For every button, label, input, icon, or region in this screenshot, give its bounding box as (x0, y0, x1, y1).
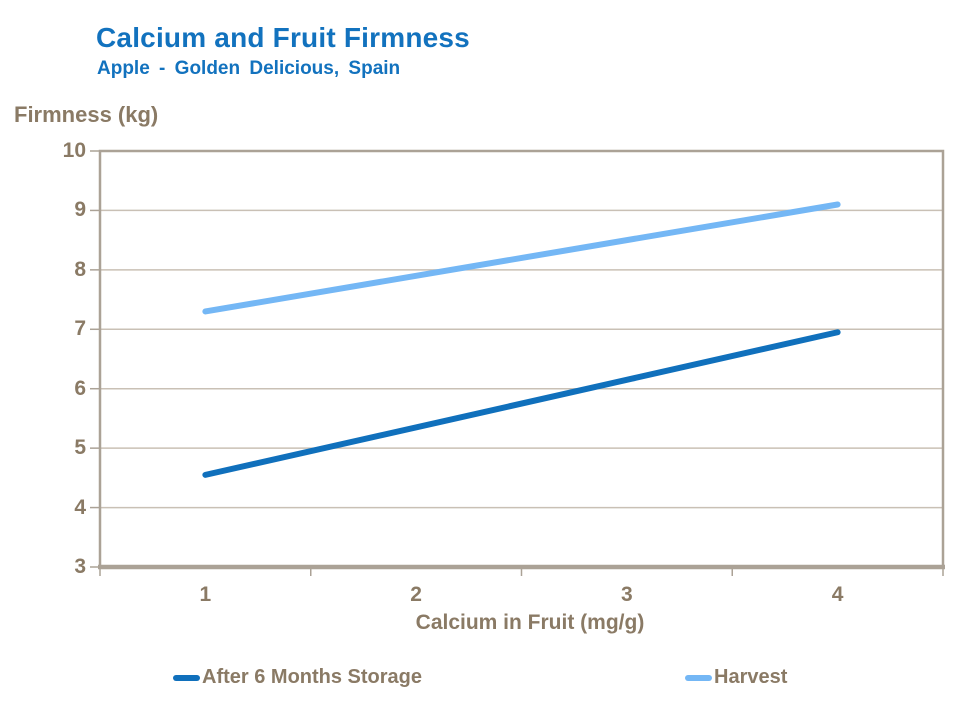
legend-label-storage: After 6 Months Storage (202, 666, 423, 688)
y-tick-label: 6 (74, 376, 86, 400)
plot-frame (98, 149, 945, 569)
y-tick-label: 5 (74, 436, 86, 460)
x-tick-label: 4 (831, 583, 844, 606)
y-tick-label: 4 (74, 495, 86, 519)
chart-subtitle: Apple - Golden Delicious, Spain (97, 58, 401, 79)
legend: After 6 Months Storage Harvest (0, 666, 960, 700)
legend-item-harvest: Harvest (685, 666, 787, 689)
y-tick-label: 9 (74, 198, 86, 222)
y-axis-title: Firmness (kg) (14, 102, 159, 127)
harvest-line-swatch-icon (685, 674, 712, 681)
y-tick-label: 3 (74, 555, 86, 578)
x-tick-label: 1 (199, 583, 212, 606)
x-axis-title: Calcium in Fruit (mg/g) (415, 611, 645, 634)
y-tick-label: 10 (62, 139, 86, 162)
series-line-storage (202, 329, 841, 478)
legend-item-storage: After 6 Months Storage (173, 666, 422, 689)
chart-title: Calcium and Fruit Firmness (96, 22, 470, 53)
y-tick-label: 7 (74, 317, 86, 341)
x-tick-label: 3 (621, 583, 633, 606)
storage-line-swatch-icon (173, 674, 200, 681)
legend-label-harvest: Harvest (714, 666, 788, 688)
y-tick-label: 8 (74, 257, 86, 281)
x-tick-label: 2 (410, 583, 422, 606)
series-line-harvest (202, 201, 841, 315)
